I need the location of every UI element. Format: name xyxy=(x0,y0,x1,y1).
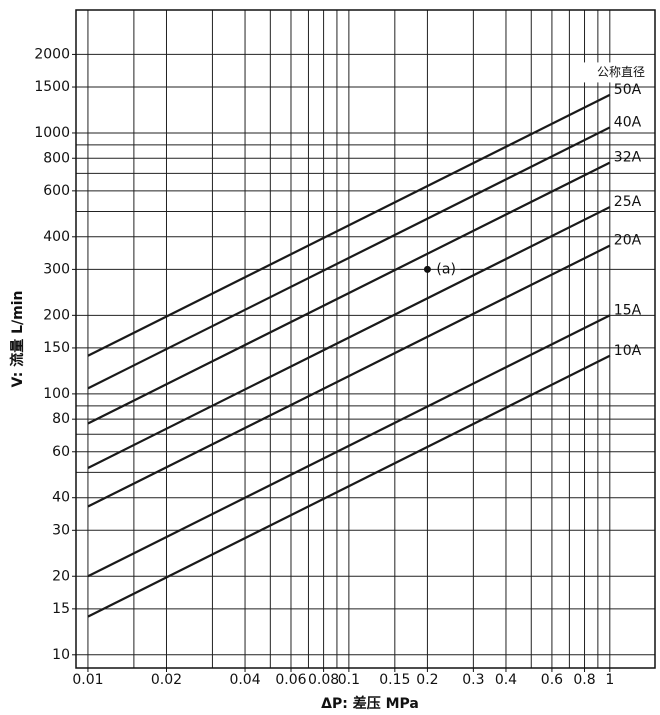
x-tick-label: 0.04 xyxy=(229,672,260,688)
series-label: 15A xyxy=(614,302,642,318)
y-tick-label: 150 xyxy=(43,340,70,356)
x-tick-label: 0.4 xyxy=(495,672,517,688)
x-tick-label: 0.06 xyxy=(275,672,306,688)
x-tick-label: 0.6 xyxy=(541,672,563,688)
plot-frame xyxy=(75,9,656,669)
y-tick-label: 300 xyxy=(43,261,70,277)
x-tick-label: 0.15 xyxy=(379,672,410,688)
y-tick-label: 400 xyxy=(43,229,70,245)
x-tick-label: 0.01 xyxy=(72,672,103,688)
y-tick-label: 200 xyxy=(43,307,70,323)
annotation-label: (a) xyxy=(436,261,456,277)
y-tick-label: 10 xyxy=(52,647,70,663)
y-tick-label: 2000 xyxy=(34,46,70,62)
x-tick-label: 0.1 xyxy=(338,672,360,688)
y-tick-label: 600 xyxy=(43,183,70,199)
x-tick-label: 1 xyxy=(605,672,614,688)
y-tick-label: 80 xyxy=(52,411,70,427)
x-tick-label: 0.08 xyxy=(308,672,339,688)
x-axis-label: ΔP: 差压 MPa xyxy=(321,695,419,712)
legend-title: 公称直径 xyxy=(597,65,645,79)
series-line xyxy=(87,206,611,469)
y-tick-label: 60 xyxy=(52,444,70,460)
series-line xyxy=(87,244,611,508)
y-tick-label: 100 xyxy=(43,386,70,402)
series-label: 25A xyxy=(614,194,642,210)
x-tick-label: 0.02 xyxy=(151,672,182,688)
y-tick-label: 40 xyxy=(52,490,70,506)
y-tick-label: 20 xyxy=(52,568,70,584)
series-line xyxy=(87,126,611,390)
series-label: 50A xyxy=(614,82,642,98)
y-tick-label: 1500 xyxy=(34,79,70,95)
series-label: 40A xyxy=(614,114,642,130)
y-tick-label: 800 xyxy=(43,150,70,166)
series-label: 20A xyxy=(614,233,642,249)
annotation-point xyxy=(423,265,431,273)
series-line xyxy=(87,354,611,618)
y-tick-label: 1000 xyxy=(34,125,70,141)
series-line xyxy=(87,161,611,425)
series-label: 10A xyxy=(614,343,642,359)
y-axis-label: V: 流量 L/min xyxy=(9,291,26,388)
x-tick-label: 0.3 xyxy=(462,672,484,688)
series-line xyxy=(87,314,611,578)
series-line xyxy=(87,93,611,357)
y-tick-label: 30 xyxy=(52,522,70,538)
y-tick-label: 15 xyxy=(52,601,70,617)
legend-title-box xyxy=(572,62,654,83)
series-label: 32A xyxy=(614,150,642,166)
x-tick-label: 0.8 xyxy=(573,672,595,688)
x-tick-label: 0.2 xyxy=(416,672,438,688)
